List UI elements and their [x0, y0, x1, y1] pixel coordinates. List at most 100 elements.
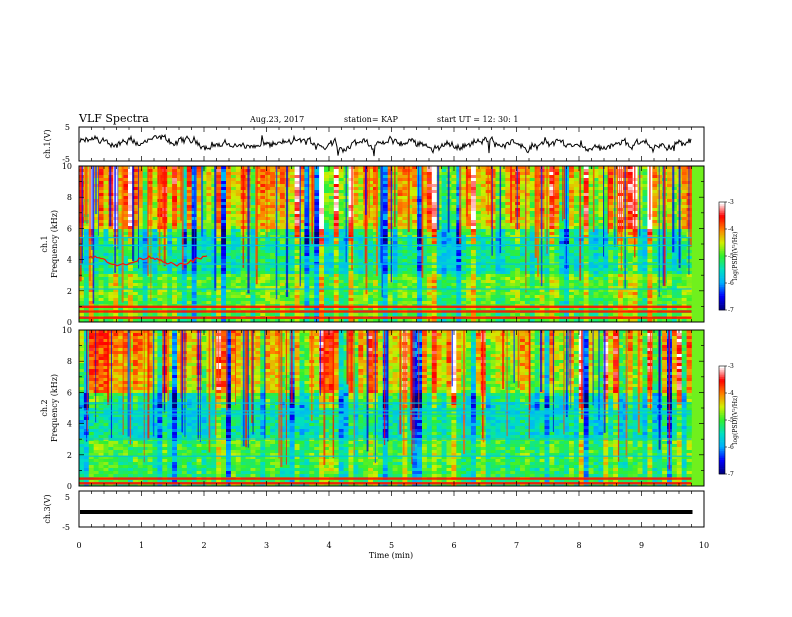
spectrogram-cell [280, 277, 285, 280]
spectrogram-cell [569, 184, 574, 187]
spectrogram-cell [442, 277, 447, 280]
spectrogram-cell [554, 232, 559, 235]
spectrogram-cell [486, 232, 491, 235]
spectrogram-cell [442, 181, 447, 184]
spectrogram-cell [260, 214, 265, 217]
spectrogram-cell [652, 208, 657, 211]
spectrogram-cell [221, 259, 226, 262]
spectrogram-cell [388, 202, 393, 205]
header-date: Aug.23, 2017 [249, 115, 304, 124]
spectrogram-cell [618, 223, 623, 226]
spectrogram-cell [251, 202, 256, 205]
spectrogram-cell [123, 172, 128, 175]
spectrogram-cell [530, 208, 535, 211]
spectrogram-cell [412, 256, 417, 259]
spectrogram-cell [628, 220, 633, 223]
spectrogram-cell [236, 271, 241, 274]
spectrogram-cell [270, 181, 275, 184]
spectrogram-cell [231, 178, 236, 181]
spectrogram-cell [456, 259, 461, 262]
spectrogram-cell [402, 205, 407, 208]
spectrogram-cell [123, 181, 128, 184]
spectrogram-cell [324, 184, 329, 187]
spectrogram-cell [99, 172, 104, 175]
spectrogram-cell [339, 277, 344, 280]
spectrogram-cell [177, 259, 182, 262]
spectrogram-cell [94, 238, 99, 241]
spectrogram-cell [432, 232, 437, 235]
spectrogram-cell [643, 229, 648, 232]
spectrogram-cell [427, 187, 432, 190]
spectrogram-cell [657, 268, 662, 271]
spectrogram-cell [398, 214, 403, 217]
spectrogram-cell [643, 223, 648, 226]
spectrogram-cell [206, 184, 211, 187]
spectrogram-cell [657, 250, 662, 253]
spectrogram-cell [682, 202, 687, 205]
spectrogram-cell [657, 199, 662, 202]
spectrogram-cell [574, 271, 579, 274]
spectrogram-cell [510, 265, 515, 268]
spectrogram-cell [202, 271, 207, 274]
spectrogram-cell [432, 259, 437, 262]
spectrogram-cell [652, 211, 657, 214]
spectrogram-cell [319, 208, 324, 211]
spectrogram-cell [682, 205, 687, 208]
spectrogram-cell [481, 220, 486, 223]
spectrogram-cell [456, 280, 461, 283]
spectrogram-cell [383, 178, 388, 181]
spectrogram-cell [647, 223, 652, 226]
spectrogram-cell [172, 259, 177, 262]
spectrogram-cell [471, 193, 476, 196]
spectrogram-cell [290, 196, 295, 199]
spectrogram-cell [574, 277, 579, 280]
spectrogram-cell [334, 217, 339, 220]
spectrogram-cell [672, 256, 677, 259]
spectrogram-cell [393, 268, 398, 271]
spectrogram-cell [172, 187, 177, 190]
spectrogram-cell [608, 241, 613, 244]
spectrogram-cell [667, 217, 672, 220]
spectrogram-cell [143, 220, 148, 223]
spectrogram-cell [437, 253, 442, 256]
spectrogram-cell [554, 172, 559, 175]
spectrogram-cell [461, 172, 466, 175]
spectrogram-cell [398, 211, 403, 214]
spectrogram-cell [99, 226, 104, 229]
spectrogram-cell [442, 205, 447, 208]
spectrogram-cell [172, 253, 177, 256]
spectrogram-cell [275, 265, 280, 268]
spectrogram-cell [265, 187, 270, 190]
spectrogram-cell [167, 187, 172, 190]
spectrogram-cell [393, 247, 398, 250]
spectrogram-cell [643, 259, 648, 262]
spectrogram-cell [99, 199, 104, 202]
spectrogram-cell [672, 280, 677, 283]
spectrogram-cell [638, 271, 643, 274]
spectrogram-cell [202, 268, 207, 271]
spectrogram-cell [402, 214, 407, 217]
spectrogram-cell [319, 253, 324, 256]
spectrogram-cell [187, 202, 192, 205]
spectrogram-cell [476, 187, 481, 190]
spectrogram-cell [481, 169, 486, 172]
spectrogram-cell [549, 250, 554, 253]
spectrogram-cell [442, 253, 447, 256]
spectrogram-cell [388, 253, 393, 256]
spectrogram-cell [104, 190, 109, 193]
spectrogram-cell [143, 223, 148, 226]
spectrogram-cell [584, 271, 589, 274]
spectrogram-cell [461, 232, 466, 235]
spectrogram-cell [505, 271, 510, 274]
spectrogram-cell [123, 238, 128, 241]
spectrogram-cell [500, 205, 505, 208]
spectrogram-cell [104, 220, 109, 223]
spectrogram-cell [221, 205, 226, 208]
spectrogram-cell [187, 250, 192, 253]
spectrogram-cell [574, 187, 579, 190]
spectrogram-cell [128, 268, 133, 271]
spectrogram-cell [672, 268, 677, 271]
spectrogram-cell [251, 190, 256, 193]
spectrogram-cell [574, 256, 579, 259]
spectrogram-cell [99, 175, 104, 178]
